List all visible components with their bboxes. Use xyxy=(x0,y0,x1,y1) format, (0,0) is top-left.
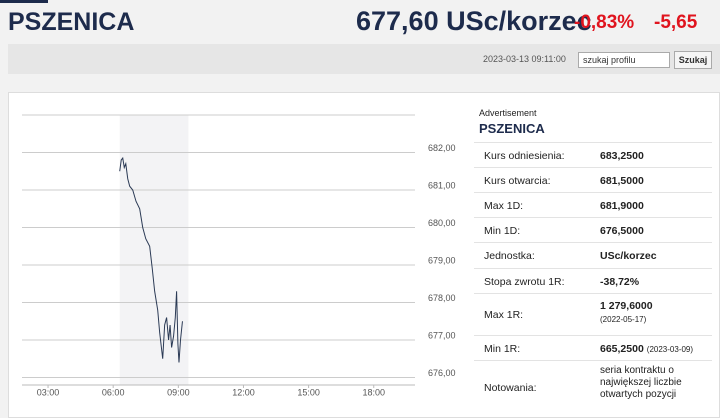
title: PSZENICA xyxy=(8,8,135,36)
sidebar-title: PSZENICA xyxy=(479,121,545,136)
search-input[interactable]: szukaj profilu xyxy=(578,52,670,68)
value-text: 683,2500 xyxy=(600,149,644,162)
value-text: 676,5000 xyxy=(600,224,644,237)
value-text: seria kontraktu o największej liczbie ot… xyxy=(600,365,682,400)
table-row: Stopa zwrotu 1R: -38,72% xyxy=(474,268,712,294)
price-line xyxy=(119,156,183,363)
row-label: Kurs odniesienia: xyxy=(484,149,565,162)
row-label: Notowania: xyxy=(484,382,537,394)
value-date: (2022-05-17) xyxy=(600,315,647,324)
x-tick-label: 06:00 xyxy=(102,387,125,397)
row-value: seria kontraktu o największej liczbie ot… xyxy=(600,365,710,401)
y-tick-label: 679,00 xyxy=(428,255,456,265)
table-row: Kurs otwarcia: 681,5000 xyxy=(474,167,712,193)
table-row: Jednostka: USc/korzec xyxy=(474,242,712,269)
change-pct: -0,83% xyxy=(574,12,635,33)
row-label: Min 1D: xyxy=(484,224,521,237)
row-value: 676,5000 xyxy=(600,225,710,237)
x-tick-label: 03:00 xyxy=(37,387,60,397)
value-text: USc/korzec xyxy=(600,250,657,262)
row-value: 683,2500 xyxy=(600,150,710,162)
search-button[interactable]: Szukaj xyxy=(674,51,712,69)
row-value: 1 279,6000 (2022-05-17) xyxy=(600,300,710,324)
chart: 676,00 677,00 678,00 679,00 680,00 681,00 682,… xyxy=(22,114,456,397)
row-value: 681,5000 xyxy=(600,175,710,187)
change-abs: -5,65 xyxy=(654,12,698,33)
row-label: Min 1R: xyxy=(484,342,521,355)
value-date: (2023-03-09) xyxy=(646,344,694,354)
x-tick-label: 12:00 xyxy=(232,387,255,397)
row-value: 665,2500 (2023-03-09) xyxy=(600,343,710,355)
row-value: USc/korzec xyxy=(600,250,710,262)
datetime: 2023-03-13 09:11:00 xyxy=(483,54,566,64)
row-label: Jednostka: xyxy=(484,250,535,262)
row-label: Max 1R: xyxy=(484,309,524,321)
y-tick-label: 677,00 xyxy=(428,330,456,340)
x-tick-label: 15:00 xyxy=(297,387,320,397)
x-tick-label: 18:00 xyxy=(362,387,385,397)
y-tick-label: 681,00 xyxy=(428,180,456,190)
y-tick-label: 676,00 xyxy=(428,368,456,378)
x-tick-label: 09:00 xyxy=(167,387,190,397)
row-label: Max 1D: xyxy=(484,199,524,212)
ad-label: Advertisement xyxy=(479,108,537,118)
table-row: Min 1R: 665,2500 (2023-03-09) xyxy=(474,335,712,361)
row-label: Kurs otwarcia: xyxy=(484,174,551,187)
row-value: 681,9000 xyxy=(600,200,710,212)
value-text: 681,9000 xyxy=(600,199,644,212)
row-value: -38,72% xyxy=(600,276,710,288)
value-text: 1 279,6000 xyxy=(600,300,653,312)
table-row: Min 1D: 676,5000 xyxy=(474,217,712,243)
row-label: Stopa zwrotu 1R: xyxy=(484,275,565,288)
brand-strip xyxy=(0,0,48,3)
y-tick-label: 678,00 xyxy=(428,293,456,303)
y-tick-label: 682,00 xyxy=(428,143,456,153)
value-text: -38,72% xyxy=(600,275,640,288)
table-row: Kurs odniesienia: 683,2500 xyxy=(474,142,712,168)
table-row: Max 1R: 1 279,6000 (2022-05-17) xyxy=(474,293,712,336)
price: 677,60 USc/korzec xyxy=(356,6,592,36)
table-row: Max 1D: 681,9000 xyxy=(474,192,712,218)
y-tick-label: 680,00 xyxy=(428,218,456,228)
value-text: 665,2500 xyxy=(600,342,644,355)
table-row: Notowania: seria kontraktu o największej … xyxy=(474,360,712,415)
value-text: 681,5000 xyxy=(600,174,644,187)
